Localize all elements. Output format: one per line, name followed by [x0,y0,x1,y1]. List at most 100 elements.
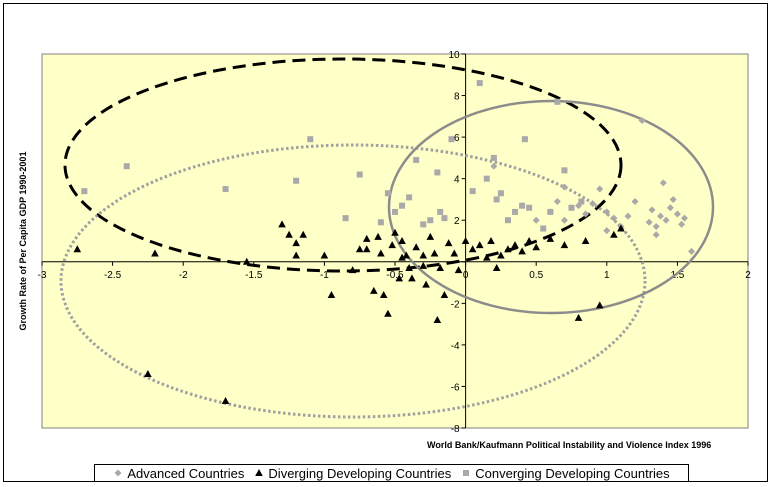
converging-point [490,154,497,161]
advanced-point [678,220,686,228]
data-points [73,80,696,404]
diverging-point [398,237,406,244]
advanced-point [610,214,618,222]
converging-point [493,196,500,203]
diverging-point [468,245,477,253]
ellipse-advanced [387,99,715,315]
diverging-point [504,245,512,253]
legend-marker [255,469,264,476]
legend-marker-shape [114,469,122,477]
converging-point [561,167,568,174]
advanced-point [596,185,604,193]
advanced-point [603,227,611,235]
legend-marker-shape [255,469,264,476]
x-tick-label: -1 [320,270,329,281]
converging-point [222,186,229,193]
converging-point [293,177,300,184]
diverging-point [408,274,416,282]
y-tick-label: -4 [451,341,460,352]
diverging-point [497,251,505,259]
x-tick-label: -1.5 [245,270,263,281]
converging-point [526,204,533,211]
diverging-point [610,230,618,238]
diverging-point [412,243,420,251]
advanced-point [645,218,653,226]
converging-point [483,175,490,182]
diverging-point [475,241,484,249]
x-tick-label: -2 [179,270,188,281]
advanced-point [680,214,688,222]
converging-point [521,136,528,143]
y-tick-label: 6 [454,133,460,144]
converging-point [469,188,476,195]
diverging-point [433,315,442,323]
diverging-point [546,234,555,242]
advanced-point [589,200,597,208]
converging-point [578,198,585,205]
diverging-point [461,237,470,244]
legend-item-converging: Converging Developing Countries [461,465,670,481]
diverging-point [377,249,385,257]
diverging-point [595,301,604,309]
diverging-point [370,286,378,294]
converging-point [540,225,547,232]
diverging-point [487,237,495,244]
diverging-point [384,309,392,317]
advanced-point [624,212,632,220]
diverging-point [426,232,435,240]
y-tick-label: -6 [451,382,460,393]
converging-point [123,163,130,170]
x-tick-label: 2 [745,270,751,281]
x-tick-label: -3 [38,270,47,281]
converging-point [342,215,349,222]
diverging-point [292,251,300,259]
legend-label: Converging Developing Countries [475,465,670,481]
diverging-point [362,234,371,242]
advanced-point [490,162,498,170]
diverging-point [450,249,459,257]
diverging-point [422,280,430,288]
diverging-point [374,232,382,240]
diverging-point [395,274,404,282]
converging-point [406,194,413,201]
x-tick-label: 1 [604,270,610,281]
advanced-point [652,222,660,230]
diverging-point [355,245,364,253]
x-axis-title: World Bank/Kaufmann Political Instabilit… [427,440,711,450]
diverging-point [391,228,399,236]
diverging-point [151,249,159,257]
legend-marker-shape [463,470,470,476]
converging-point [420,221,427,228]
converging-point [392,208,398,215]
advanced-point [673,210,681,218]
converging-point [384,190,391,197]
cluster-ellipses [59,57,715,419]
diverging-point [511,241,519,249]
diverging-point [436,264,444,272]
converging-point [81,188,88,195]
x-tick-label: 0 [463,270,469,281]
converging-point [437,208,444,215]
y-tick-label: -8 [451,424,460,435]
advanced-point [560,183,568,191]
converging-point [356,171,363,178]
y-tick-label: 8 [454,92,460,103]
diverging-point [320,251,329,259]
advanced-point [603,208,611,216]
converging-point [441,215,448,222]
diverging-point [388,241,396,249]
diverging-point [492,264,501,272]
diverging-point [518,247,526,255]
ellipse-converging [63,57,623,273]
converging-point [497,190,504,197]
diverging-point [419,251,428,259]
x-tick-label: 1.5 [670,270,684,281]
converging-point [519,202,526,209]
legend-item-diverging: Diverging Developing Countries [254,466,451,481]
y-tick-label: 4 [454,175,460,186]
diverging-point [144,369,152,377]
diverging-point [482,253,491,261]
advanced-point [688,247,696,255]
legend-item-advanced: Advanced Countries [113,466,244,481]
ellipse-diverging [59,143,647,419]
